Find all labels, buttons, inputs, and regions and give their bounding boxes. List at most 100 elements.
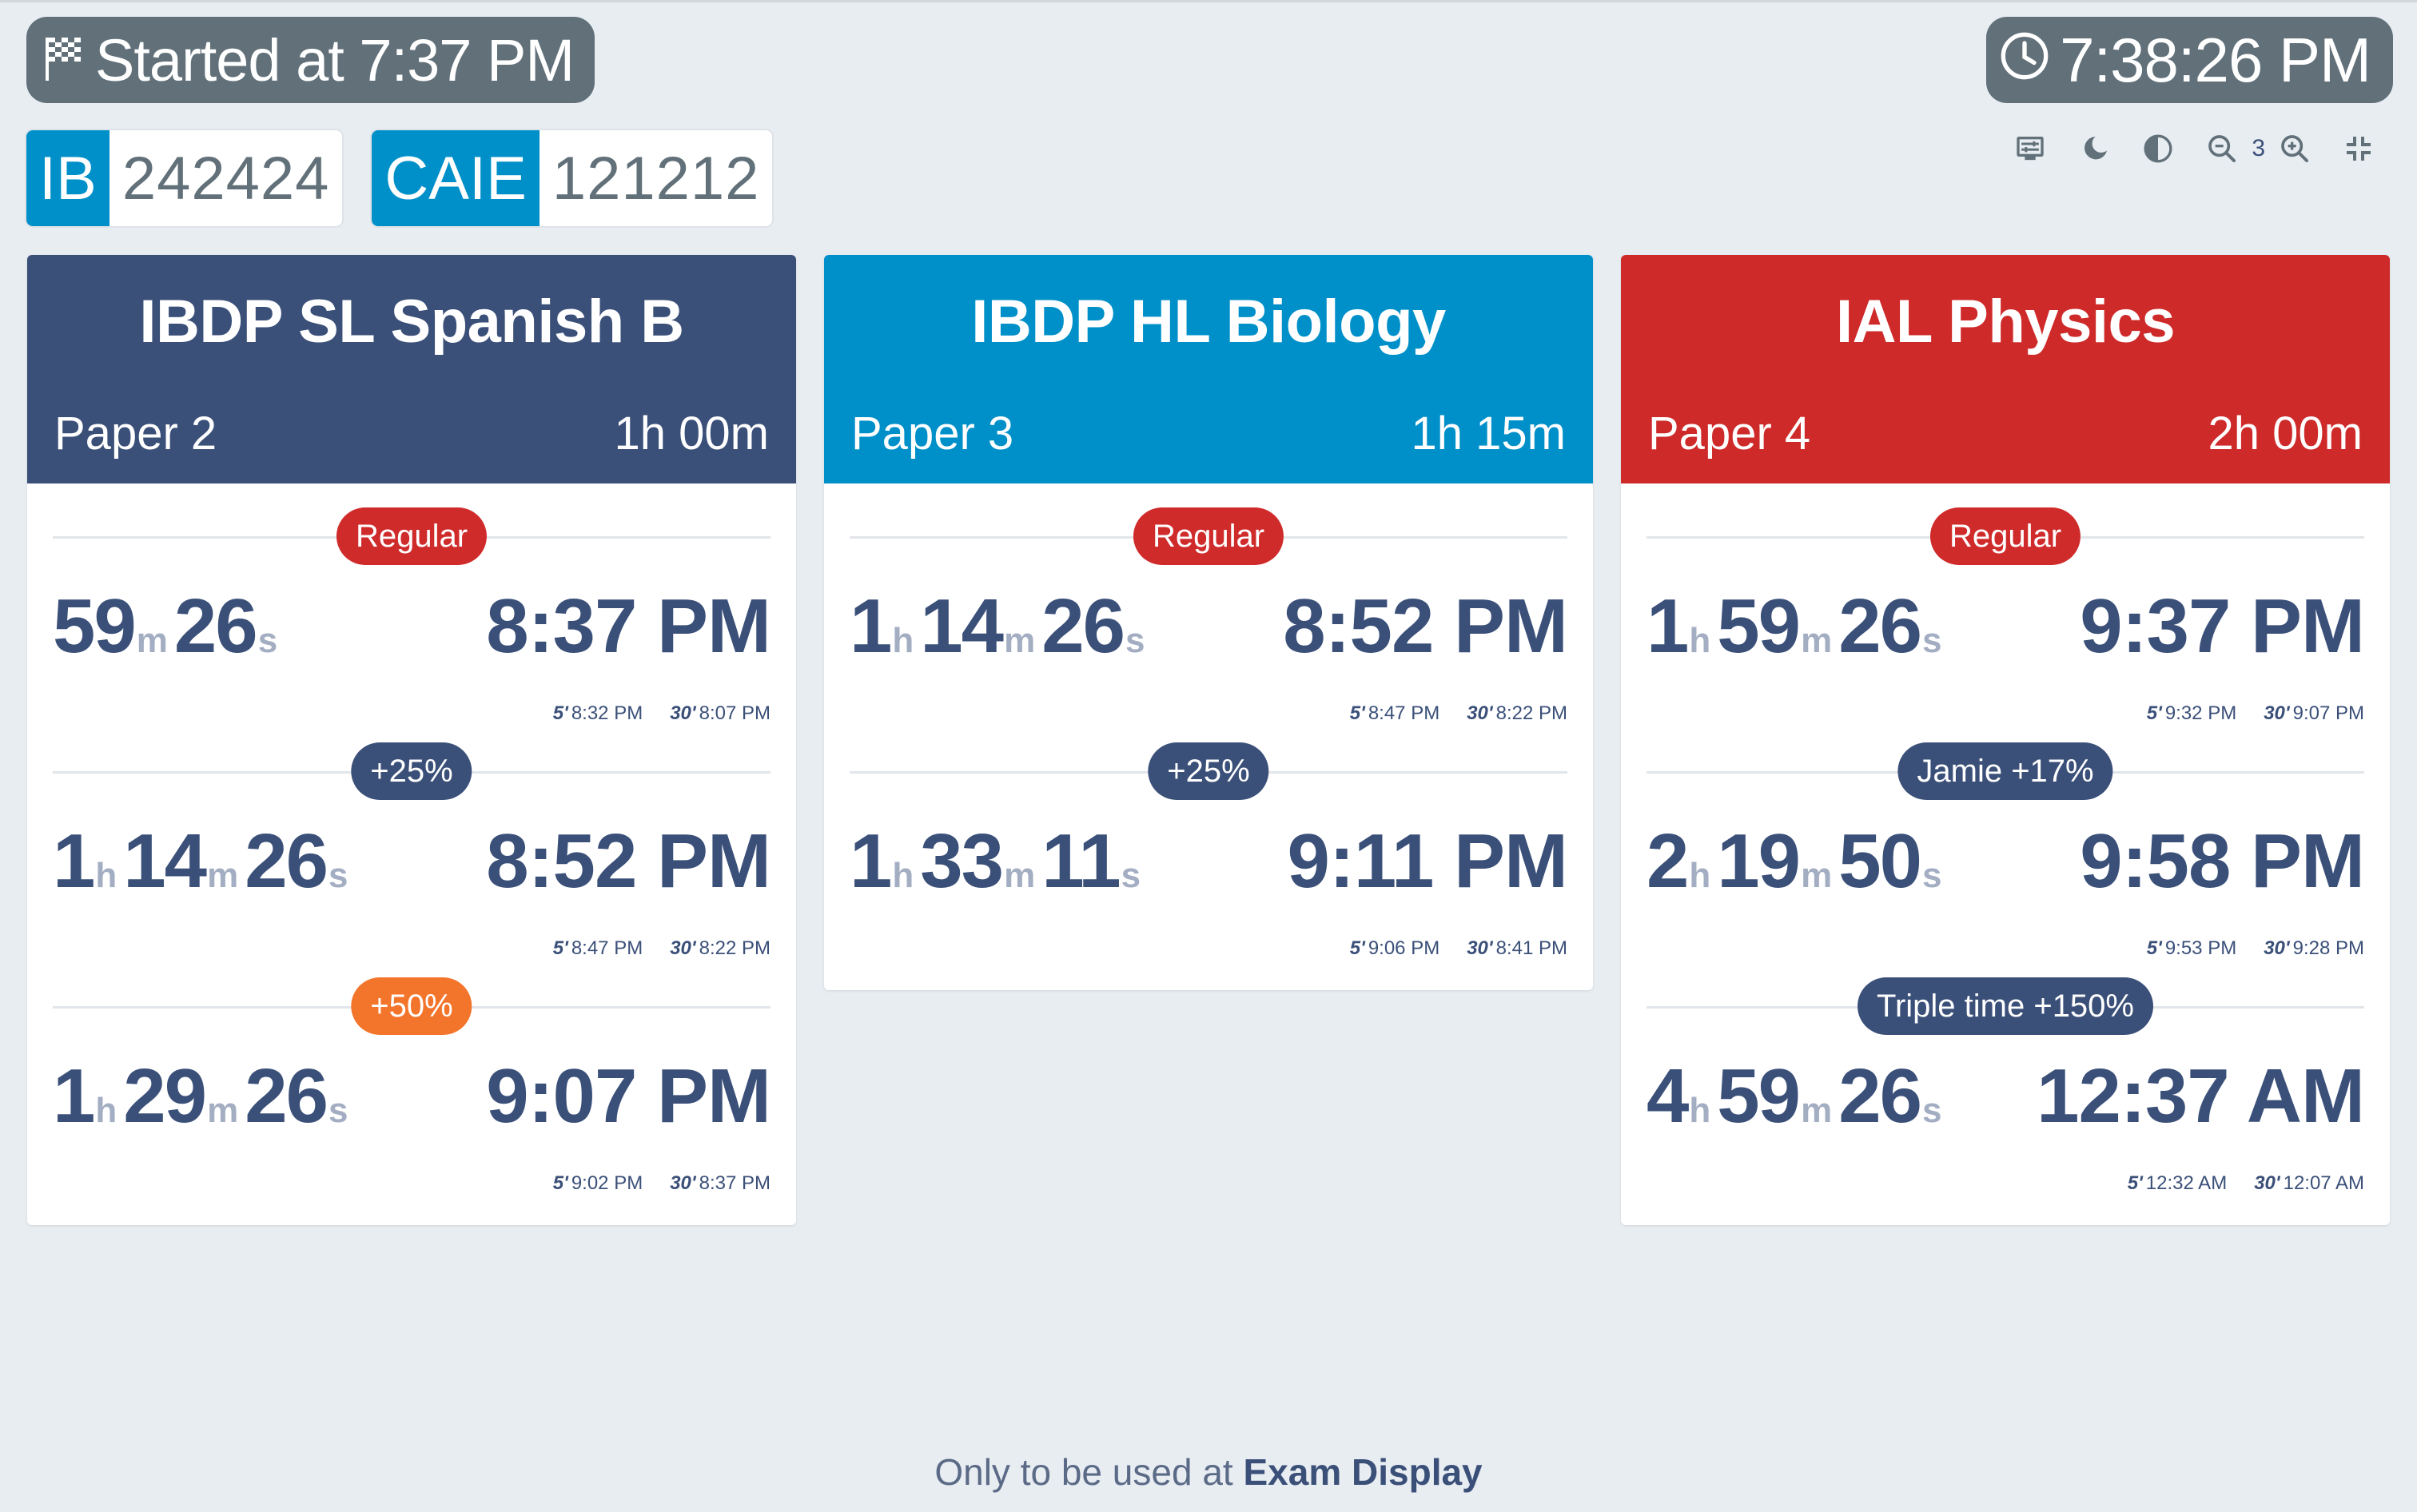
hours-unit: h [95,1091,117,1130]
checkered-flag-icon [46,26,81,94]
seconds-unit: s [257,621,278,660]
seconds-value: 26 [245,818,329,904]
seconds-unit: s [1125,621,1145,660]
end-time: 8:52 PM [1283,583,1568,669]
five-minute-warning: 5' 9:06 PM [1349,937,1440,959]
warning-times: 5' 12:32 AM 30' 12:07 AM [2128,1172,2364,1195]
minutes-unit: m [1801,856,1833,895]
seconds-value: 11 [1041,818,1121,904]
seconds-value: 26 [1838,1053,1922,1139]
hours-value: 4 [1647,1053,1689,1139]
minutes-value: 59 [1717,1053,1801,1139]
exit-fullscreen-button[interactable] [2342,132,2375,165]
arrangement-pill: Regular [336,507,488,565]
end-time: 9:37 PM [2080,583,2365,669]
five-minute-warning: 5' 9:32 PM [2146,702,2237,724]
top-bar: Started at 7:37 PM 7:38:26 PM IB 242424 … [0,2,2417,242]
hours-unit: h [1689,1091,1711,1130]
thirty-minute-warning: 30' 8:22 PM [670,937,770,959]
warning-times: 5' 8:47 PM 30' 8:22 PM [1350,702,1567,725]
seconds-unit: s [1921,621,1942,660]
minutes-value: 59 [53,583,137,669]
exam-paper: Paper 4 [1648,408,1811,460]
arrangement-pill: Regular [1133,507,1284,565]
contrast-button[interactable] [2141,132,2175,165]
minutes-unit: m [207,856,239,895]
dark-mode-button[interactable] [2077,132,2111,165]
center-code-ib: IB 242424 [26,130,343,226]
minutes-value: 59 [1717,583,1801,669]
hours-value: 1 [53,818,95,904]
exam-card-header: IBDP HL Biology Paper 3 1h 15m [824,255,1593,483]
exam-title: IBDP HL Biology [971,288,1446,356]
seconds-unit: s [328,856,348,895]
seconds-unit: s [1121,856,1141,895]
minutes-value: 33 [920,818,1004,904]
footer-brand-link[interactable]: Exam Display [1243,1451,1483,1493]
monitor-sliders-icon [2017,137,2044,161]
hours-unit: h [892,856,914,895]
thirty-minute-warning: 30' 8:41 PM [1467,937,1567,959]
warning-times: 5' 8:47 PM 30' 8:22 PM [553,937,770,960]
display-settings-button[interactable] [2013,132,2047,165]
minutes-unit: m [136,621,168,660]
started-at-label: Started at 7:37 PM [95,26,575,94]
five-minute-warning: 5' 8:47 PM [552,937,643,959]
warning-times: 5' 9:06 PM 30' 8:41 PM [1350,937,1567,960]
end-time: 8:37 PM [486,583,771,669]
seconds-unit: s [328,1091,348,1130]
five-minute-warning: 5' 8:32 PM [552,702,643,724]
end-time: 9:07 PM [486,1053,771,1139]
end-time: 12:37 AM [2037,1053,2365,1139]
exam-paper: Paper 3 [851,408,1014,460]
zoom-in-button[interactable] [2278,132,2311,165]
zoom-in-icon [2281,135,2308,162]
center-number: 121212 [551,144,760,213]
warning-times: 5' 9:53 PM 30' 9:28 PM [2147,937,2364,960]
arrangement-pill: Triple time +150% [1858,977,2153,1035]
hours-unit: h [1689,621,1711,660]
exit-fullscreen-icon [2347,137,2371,161]
arrangement-pill: +50% [351,977,472,1035]
seconds-unit: s [1921,856,1942,895]
minutes-value: 19 [1717,818,1801,904]
exam-card: IBDP SL Spanish B Paper 2 1h 00m Regular… [27,255,796,1225]
hours-unit: h [892,621,914,660]
five-minute-warning: 5' 8:47 PM [1349,702,1440,724]
thirty-minute-warning: 30' 8:37 PM [670,1172,770,1194]
seconds-value: 50 [1838,818,1922,904]
minutes-unit: m [1004,856,1036,895]
arrangement-pill: Regular [1929,507,2081,565]
hours-value: 1 [850,583,892,669]
thirty-minute-warning: 30' 8:22 PM [1467,702,1567,724]
end-time: 9:11 PM [1287,818,1568,904]
board-name: CAIE [372,130,540,226]
exam-duration: 2h 00m [2208,408,2363,460]
exam-card: IBDP HL Biology Paper 3 1h 15m Regular 1… [824,255,1593,990]
exam-duration: 1h 00m [614,408,769,460]
hours-value: 1 [53,1053,95,1139]
center-number: 242424 [121,144,330,213]
warning-times: 5' 8:32 PM 30' 8:07 PM [553,702,770,725]
current-time-badge: 7:38:26 PM [1986,17,2393,103]
center-codes: IB 242424 CAIE 121212 [26,130,773,226]
minutes-unit: m [207,1091,239,1130]
exam-paper: Paper 2 [54,408,217,460]
minutes-value: 14 [920,583,1004,669]
contrast-icon [2144,134,2172,163]
minutes-unit: m [1004,621,1036,660]
minutes-value: 14 [123,818,207,904]
exam-card-header: IBDP SL Spanish B Paper 2 1h 00m [27,255,796,483]
zoom-out-button[interactable] [2205,132,2239,165]
